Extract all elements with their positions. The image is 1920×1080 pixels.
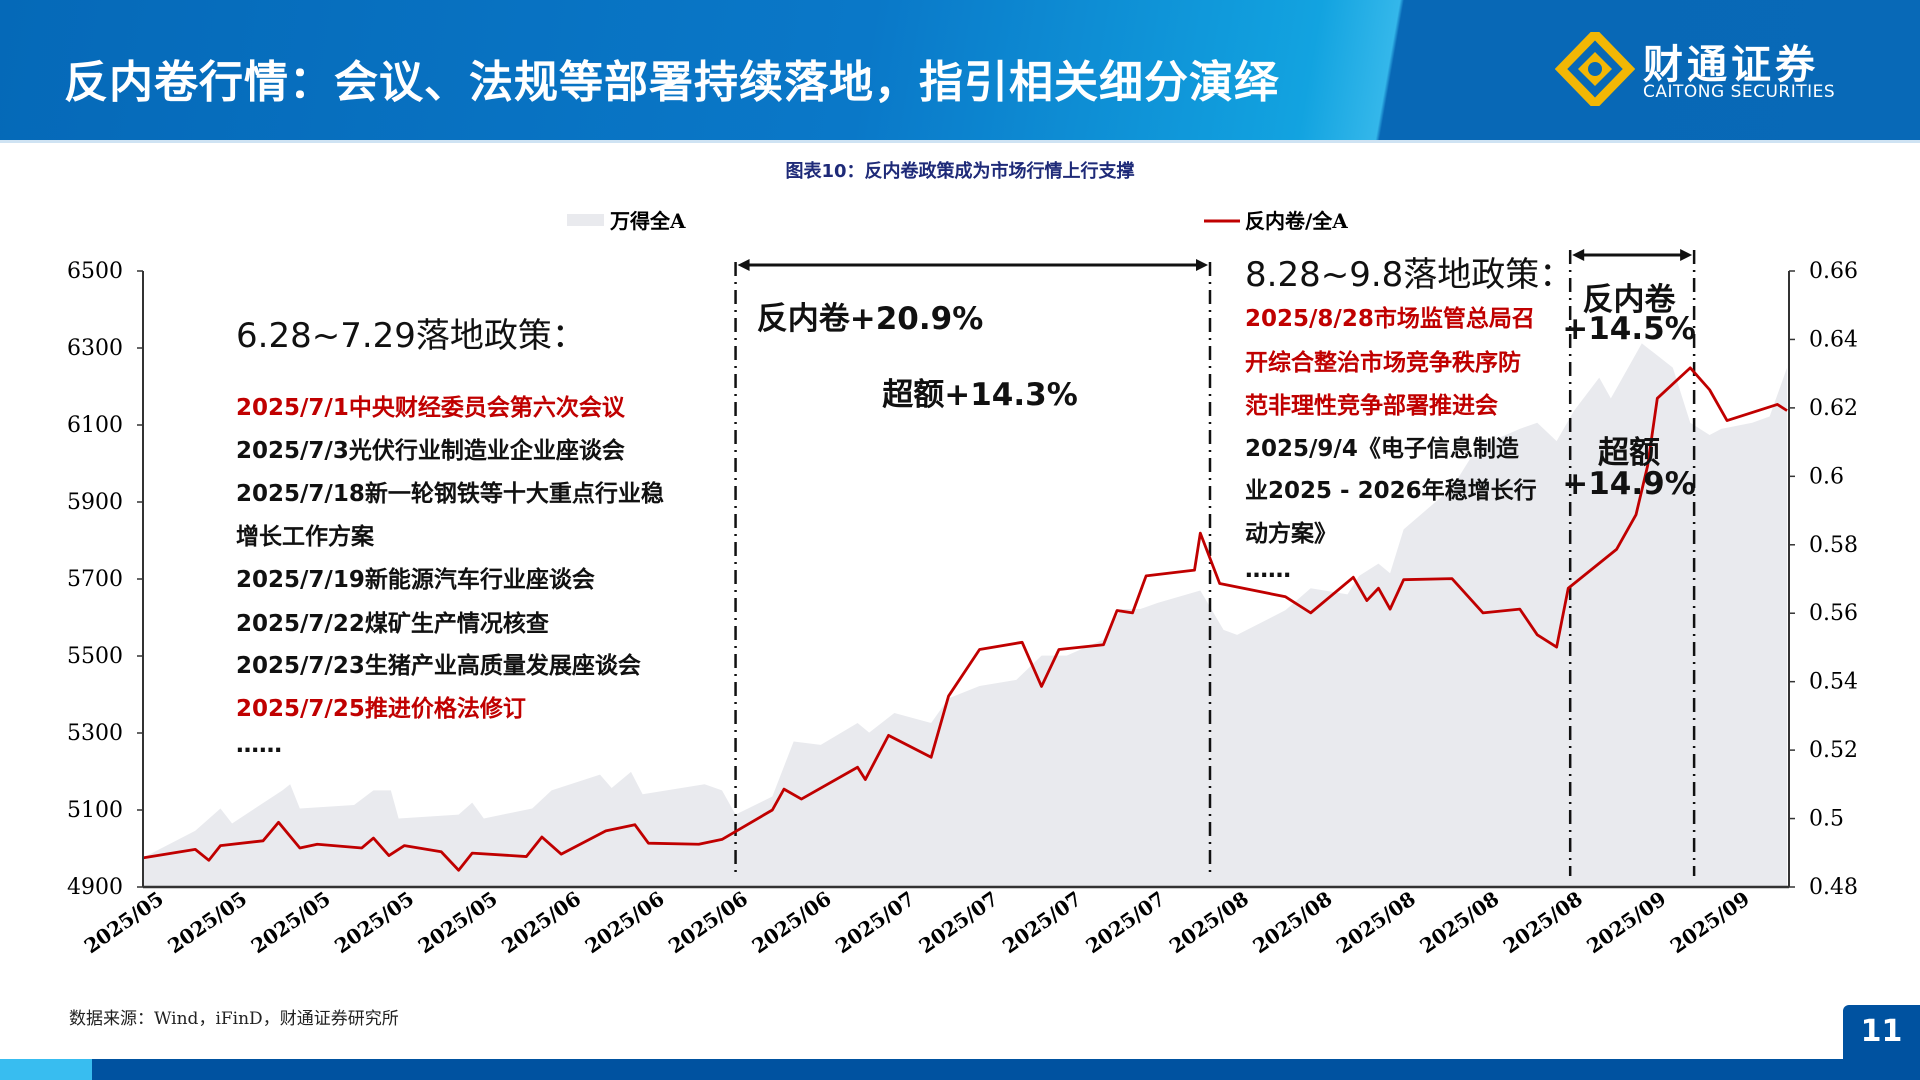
bottom-bar-accent [0,1059,92,1080]
period2-title: 8.28~9.8落地政策： [1245,255,1574,295]
policy-item: 2025/7/25推进价格法修订 [236,696,526,722]
gain2-label: 反内卷 [1582,282,1676,318]
x-tick-label: 2025/08 [1415,886,1503,958]
y-left-tick-label: 5700 [67,567,123,592]
y-right-tick-label: 0.64 [1809,327,1858,352]
period1-arrow-head-left [737,259,750,271]
page-title: 反内卷行情：会议、法规等部署持续落地，指引相关细分演绎 [64,57,1279,108]
x-tick-label: 2025/06 [748,886,836,958]
policy-item: …… [1245,557,1291,583]
x-tick-label: 2025/05 [330,886,418,958]
x-tick-label: 2025/06 [497,886,585,958]
x-tick-label: 2025/08 [1499,886,1587,958]
policy-item: 2025/7/18新一轮钢铁等十大重点行业稳 [236,481,664,507]
policy-item: …… [236,732,282,758]
policy-item: 业2025 - 2026年稳增长行 [1245,478,1537,504]
policy-item: 范非理性竞争部署推进会 [1245,393,1498,419]
x-tick-label: 2025/07 [998,886,1086,958]
y-left-tick-label: 6300 [67,336,123,361]
policy-item: 动方案》 [1245,521,1337,547]
y-right-tick-label: 0.58 [1809,533,1858,558]
logo: 财通证券 CAITONG SECURITIES [1555,32,1855,106]
header-banner: 反内卷行情：会议、法规等部署持续落地，指引相关细分演绎 财通证券 CAITONG… [0,0,1920,143]
y-left-tick-label: 4900 [67,875,123,900]
page-number: 11 [1843,1005,1920,1059]
gain2-value: +14.5% [1562,311,1696,347]
chart-title: 图表10：反内卷政策成为市场行情上行支撑 [785,161,1135,182]
y-right-tick-label: 0.48 [1809,875,1858,900]
policy-item: 2025/7/22煤矿生产情况核查 [236,611,549,637]
x-tick-label: 2025/05 [163,886,251,958]
excess1-label: 超额+14.3% [882,377,1078,413]
y-right-tick-label: 0.56 [1809,601,1858,626]
y-right-tick-label: 0.62 [1809,396,1858,421]
y-left-tick-label: 6100 [67,413,123,438]
y-left-tick-label: 5100 [67,798,123,823]
x-tick-label: 2025/05 [414,886,502,958]
policy-item: 2025/7/1中央财经委员会第六次会议 [236,395,625,421]
legend-label-ratio: 反内卷/全A [1245,209,1348,233]
period1-arrow-head-right [1195,259,1208,271]
y-left-tick-label: 5500 [67,644,123,669]
x-tick-label: 2025/07 [831,886,919,958]
x-tick-label: 2025/09 [1582,886,1670,958]
period1-title: 6.28~7.29落地政策： [236,316,586,356]
x-tick-label: 2025/08 [1248,886,1336,958]
policy-item: 增长工作方案 [236,524,374,550]
logo-text-en: CAITONG SECURITIES [1643,82,1836,102]
x-tick-label: 2025/06 [664,886,752,958]
x-tick-label: 2025/06 [581,886,669,958]
policy-item: 2025/7/3光伏行业制造业企业座谈会 [236,438,625,464]
x-tick-label: 2025/07 [914,886,1002,958]
logo-emblem-icon [1555,32,1635,106]
x-tick-label: 2025/05 [247,886,335,958]
policy-item: 开综合整治市场竞争秩序防 [1245,350,1521,376]
data-source: 数据来源：Wind，iFinD，财通证券研究所 [69,1009,399,1029]
series-line-ratio [142,366,1788,872]
y-right-tick-label: 0.54 [1809,670,1858,695]
y-left-tick-label: 5900 [67,490,123,515]
y-right-tick-label: 0.66 [1809,259,1858,284]
policy-item: 2025/7/23生猪产业高质量发展座谈会 [236,653,641,679]
policy-item: 2025/7/19新能源汽车行业座谈会 [236,567,595,593]
y-right-tick-label: 0.6 [1809,464,1844,489]
gain1-label: 反内卷+20.9% [756,301,984,337]
x-tick-label: 2025/08 [1332,886,1420,958]
policy-item: 2025/8/28市场监管总局召 [1245,306,1535,332]
period2-arrow-head-left [1572,249,1585,261]
legend-label-wind-a: 万得全A [609,209,686,233]
y-left-tick-label: 5300 [67,721,123,746]
x-tick-label: 2025/07 [1081,886,1169,958]
legend-swatch-area [567,214,604,226]
x-tick-label: 2025/08 [1165,886,1253,958]
series-area-wind-a [143,343,1788,887]
logo-text-cn: 财通证券 [1643,42,1819,88]
period2-arrow-head-right [1680,249,1693,261]
policy-item: 2025/9/4《电子信息制造 [1245,436,1519,462]
excess2-label: 超额 [1598,435,1660,471]
y-right-tick-label: 0.5 [1809,807,1844,832]
x-tick-label: 2025/09 [1666,886,1754,958]
excess2-value: +14.9% [1562,466,1696,502]
y-left-tick-label: 6500 [67,259,123,284]
legend: 万得全A 反内卷/全A [567,209,1348,233]
y-right-tick-label: 0.52 [1809,738,1858,763]
bottom-bar [0,1059,1920,1080]
